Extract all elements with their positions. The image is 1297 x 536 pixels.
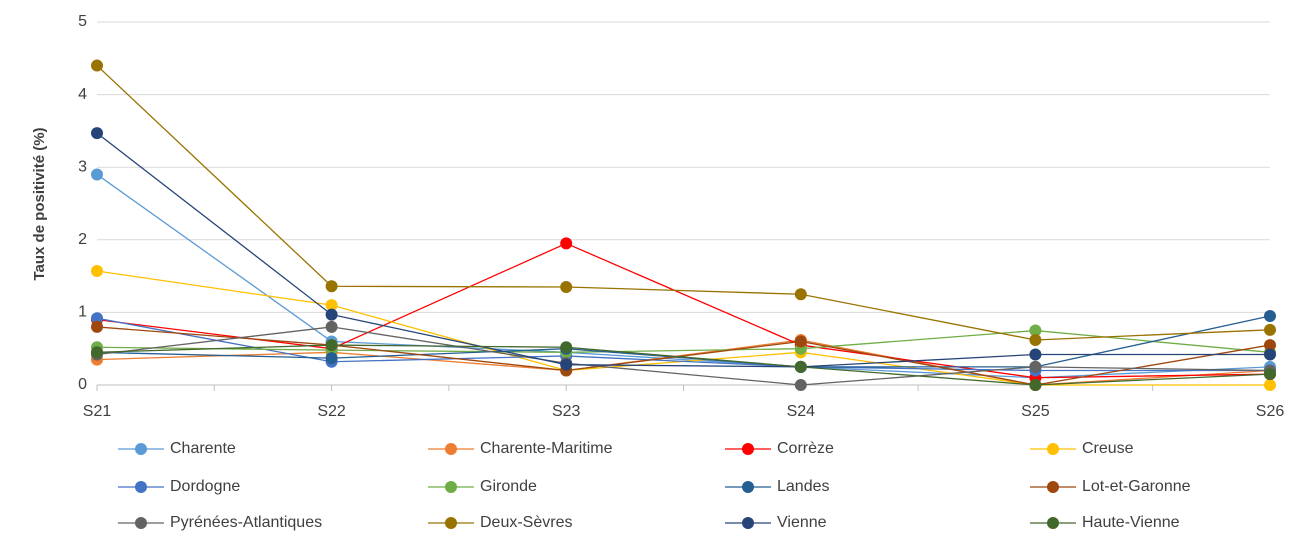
series-line [96,65,1271,341]
data-point [91,312,103,325]
data-point [1029,324,1042,337]
legend-label: Dordogne [170,478,240,495]
series-line [96,315,1271,368]
data-point [325,299,338,312]
legend-marker [135,517,147,529]
data-point [91,168,103,181]
data-point [1029,333,1042,346]
data-point [325,308,338,321]
legend-marker [445,443,457,455]
y-tick-label: 2 [78,231,87,248]
data-point [1029,360,1042,373]
legend-label: Haute-Vienne [1082,514,1180,531]
data-point [91,127,103,140]
data-point [325,339,338,352]
legend-label: Creuse [1082,440,1134,457]
y-tick-label: 1 [78,304,87,321]
x-tick-label: S23 [552,403,581,420]
data-point [325,280,338,293]
legend-marker [742,443,754,455]
y-tick-label: 0 [78,376,87,393]
series-line [96,242,1271,379]
legend-marker [135,481,147,493]
data-point [91,346,103,359]
data-point [560,237,573,250]
series-line [96,329,1271,353]
legend-marker [1047,517,1059,529]
data-point [560,358,573,371]
x-tick-label: S21 [83,403,112,420]
legend-marker [135,443,147,455]
data-point [325,320,338,333]
data-point [1264,348,1276,361]
data-point [560,341,573,354]
legend-marker [742,481,754,493]
data-point [1264,323,1276,336]
legend-marker [445,517,457,529]
data-point [560,280,573,293]
data-point [1264,310,1276,323]
legend-label: Gironde [480,478,537,495]
series-line [96,326,1271,386]
data-point [794,379,807,391]
legend-label: Charente-Maritime [480,440,613,457]
data-point [91,320,103,333]
data-point [325,352,338,365]
legend-label: Vienne [777,514,827,531]
data-point [91,59,103,72]
series-line [96,132,1270,368]
legend-label: Corrèze [777,440,834,457]
series-line [96,317,1270,372]
data-point [794,335,807,348]
series-line [96,173,1271,379]
legend-label: Charente [170,440,236,457]
data-point [1264,339,1276,352]
y-tick-label: 3 [78,158,87,175]
legend-marker [1047,443,1059,455]
legend-label: Landes [777,478,830,495]
data-point [1264,379,1276,391]
data-point [1264,368,1276,381]
series-line [96,344,1271,386]
x-tick-label: S24 [787,403,816,420]
legend-marker [742,517,754,529]
data-point [1029,379,1042,391]
legend-label: Pyrénées-Atlantiques [170,514,322,531]
y-tick-label: 5 [78,13,87,30]
legend-label: Deux-Sèvres [480,514,572,531]
x-tick-label: S22 [317,403,346,420]
legend-marker [1047,481,1059,493]
data-point [1029,348,1042,361]
y-axis-label: Taux de positivité (%) [31,127,48,280]
y-tick-label: 4 [78,86,87,103]
x-tick-label: S26 [1256,403,1285,420]
x-tick-label: S25 [1021,403,1050,420]
legend-label: Lot-et-Garonne [1082,478,1191,495]
data-point [91,265,103,278]
data-point [794,288,807,301]
legend-marker [445,481,457,493]
series-line [96,326,1271,386]
data-point [794,360,807,373]
